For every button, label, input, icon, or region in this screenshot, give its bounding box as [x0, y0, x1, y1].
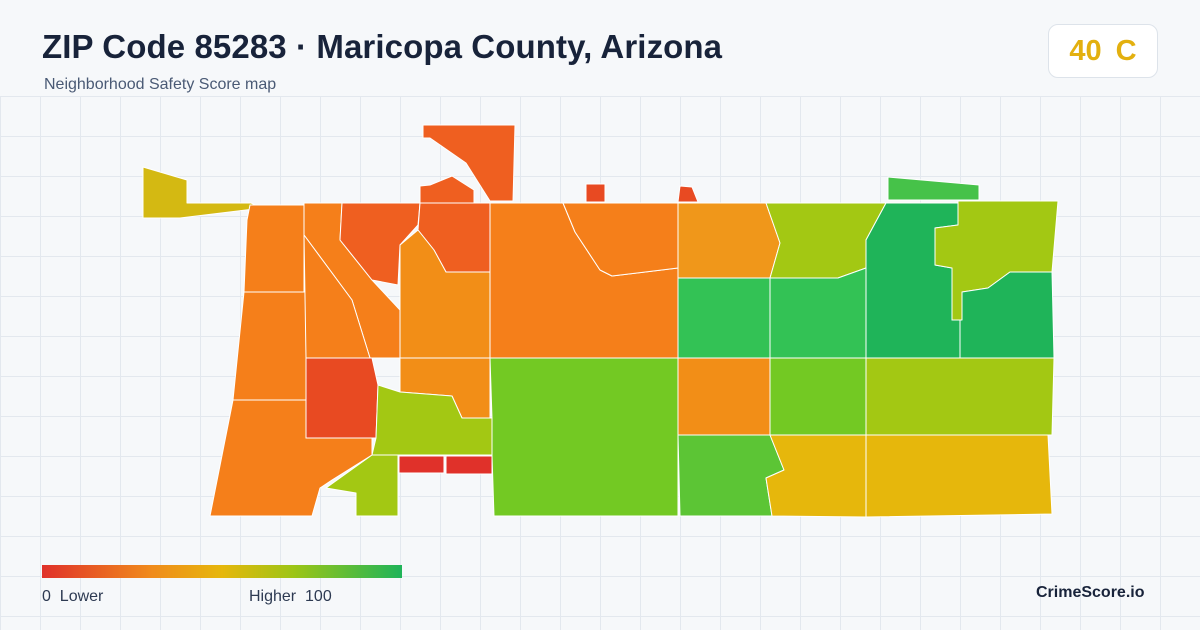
legend-min-value: 0 [42, 588, 51, 605]
map-region[interactable] [677, 185, 699, 203]
map-region[interactable] [865, 434, 1053, 518]
legend-higher-text: Higher [249, 588, 297, 605]
map-region[interactable] [677, 357, 771, 436]
header: ZIP Code 85283 · Maricopa County, Arizon… [0, 0, 1200, 96]
map-region[interactable] [769, 267, 867, 359]
legend-max-value: 100 [305, 588, 332, 605]
map-region[interactable] [677, 434, 785, 517]
score-grade: C [1115, 34, 1137, 67]
score-value: 40 [1069, 34, 1102, 67]
map-region[interactable] [305, 357, 379, 439]
map-region[interactable] [887, 176, 980, 201]
legend-lower-text: Lower [59, 588, 104, 605]
map-region[interactable] [445, 455, 493, 475]
brand-name[interactable]: CrimeScore.io [1036, 584, 1145, 601]
score-badge: 40 C [1048, 24, 1158, 78]
map-region[interactable] [419, 175, 475, 204]
map-region[interactable] [677, 277, 771, 359]
page-title: ZIP Code 85283 · Maricopa County, Arizon… [42, 28, 723, 65]
legend-gradient-bar [42, 565, 402, 578]
map-region[interactable] [489, 357, 679, 517]
map-region[interactable] [142, 166, 263, 219]
legend-high-label: Higher 100 [249, 588, 332, 606]
map-region[interactable] [422, 124, 516, 202]
legend-low-label: 0 Lower [42, 588, 103, 606]
map-region[interactable] [769, 357, 867, 436]
map-region[interactable] [243, 204, 305, 293]
map-region[interactable] [865, 357, 1055, 436]
map-region[interactable] [232, 291, 307, 401]
map-region[interactable] [325, 454, 399, 517]
map-region[interactable] [585, 183, 606, 203]
map-region[interactable] [398, 455, 445, 474]
map-region[interactable] [765, 434, 867, 518]
page-subtitle: Neighborhood Safety Score map [44, 76, 277, 93]
map-region[interactable] [677, 202, 781, 279]
